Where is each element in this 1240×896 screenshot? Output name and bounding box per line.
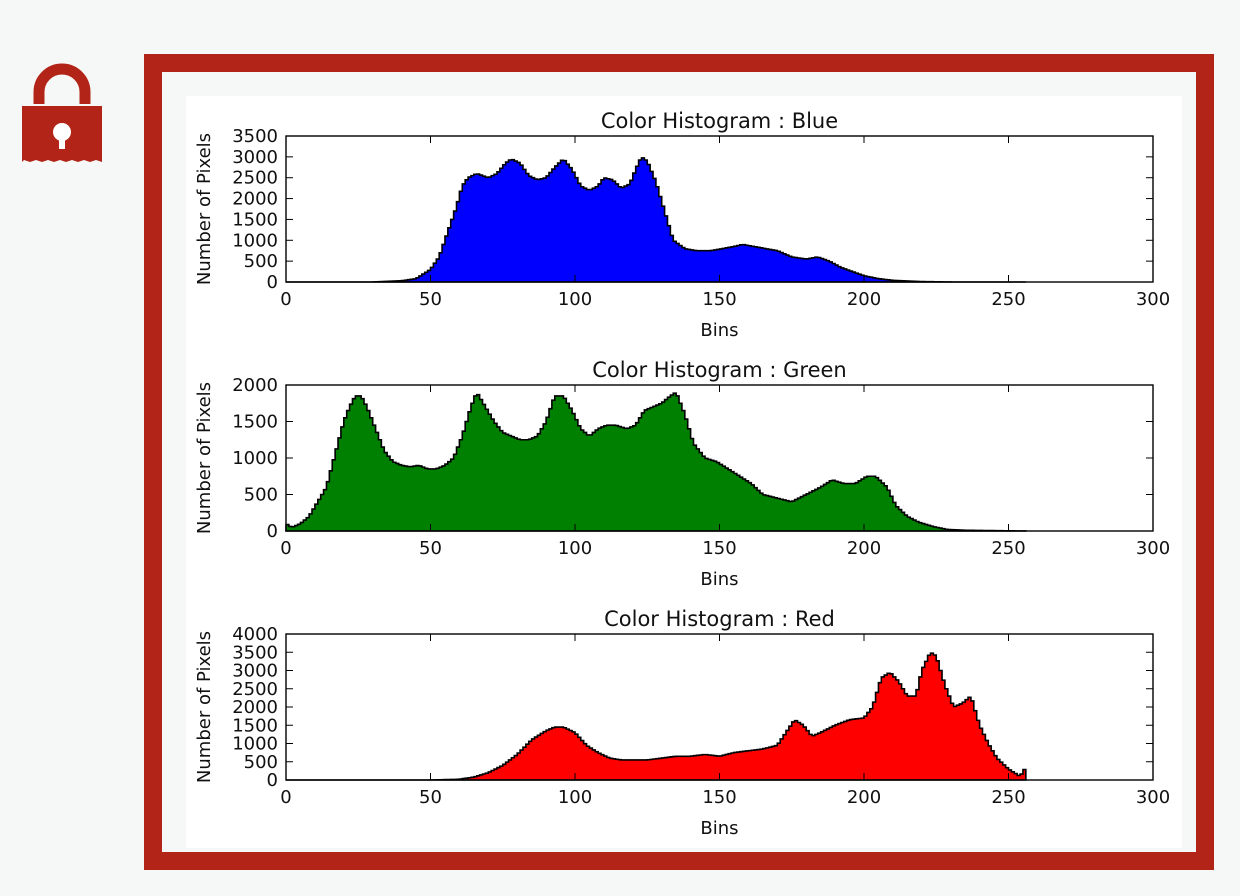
x-tick-label: 150 [702,787,736,808]
x-tick-label: 0 [280,289,291,310]
x-tick-label: 50 [419,787,442,808]
y-tick-label: 0 [267,770,278,791]
y-tick-label: 0 [267,521,278,542]
chart-panel-0: 0 50 100 150 200 250 3000500100015002000250030… [194,109,1170,341]
x-axis-label: Bins [700,320,738,341]
histogram-series-1 [285,392,1027,532]
y-tick-label: 1000 [232,734,278,755]
x-tick-label: 150 [702,289,736,310]
lock-icon [22,63,102,162]
y-axis-label: Number of Pixels [194,382,215,534]
y-tick-label: 500 [244,251,278,272]
y-tick-label: 0 [267,272,278,293]
x-tick-label: 50 [419,538,442,559]
x-axis-label: Bins [700,569,738,590]
y-tick-label: 3000 [232,147,278,168]
y-tick-label: 4000 [232,624,278,645]
x-tick-label: 250 [991,538,1025,559]
y-tick-label: 2000 [232,189,278,210]
y-tick-label: 1500 [232,209,278,230]
y-tick-label: 3500 [232,126,278,147]
y-axis-label: Number of Pixels [194,133,215,285]
x-tick-label: 50 [419,289,442,310]
x-tick-label: 300 [1136,538,1170,559]
x-tick-label: 250 [991,289,1025,310]
x-tick-label: 150 [702,538,736,559]
x-tick-label: 100 [558,787,592,808]
x-tick-label: 0 [280,538,291,559]
y-tick-label: 3500 [232,642,278,663]
y-tick-label: 1500 [232,412,278,433]
y-tick-label: 500 [244,752,278,773]
y-tick-label: 1000 [232,230,278,251]
histogram-series-2 [286,652,1027,781]
histogram-series-0 [286,157,1026,283]
x-tick-label: 0 [280,787,291,808]
y-tick-label: 2000 [232,697,278,718]
x-tick-label: 250 [991,787,1025,808]
chart-panel-2: 0 50 100 150 200 250 3000500100015002000250030… [194,607,1170,839]
histogram-canvas: 0 50 100 150 200 250 3000500100015002000250030… [194,109,1170,839]
x-tick-label: 100 [558,538,592,559]
y-tick-label: 2500 [232,679,278,700]
y-tick-label: 3000 [232,661,278,682]
chart-panel-1: 0 50 100 150 200 250 300 0 500 1000 1500 2000 Color … [194,358,1170,590]
x-tick-label: 300 [1136,289,1170,310]
x-tick-label: 200 [847,538,881,559]
y-tick-label: 1500 [232,715,278,736]
chart-title: Color Histogram : Green [592,358,846,382]
histogram-figure: 0 50 100 150 200 250 300 0 500 1000 1500 2000 2500 30… [186,96,1182,848]
y-axis-label: Number of Pixels [194,631,215,783]
chart-title: Color Histogram : Blue [601,109,838,133]
y-tick-label: 500 [244,485,278,506]
chart-title: Color Histogram : Red [604,607,835,631]
x-tick-label: 200 [847,289,881,310]
x-tick-label: 300 [1136,787,1170,808]
y-tick-label: 2000 [232,375,278,396]
x-tick-label: 200 [847,787,881,808]
x-tick-label: 100 [558,289,592,310]
x-axis-label: Bins [700,818,738,839]
y-tick-label: 2500 [232,168,278,189]
y-tick-label: 1000 [232,448,278,469]
